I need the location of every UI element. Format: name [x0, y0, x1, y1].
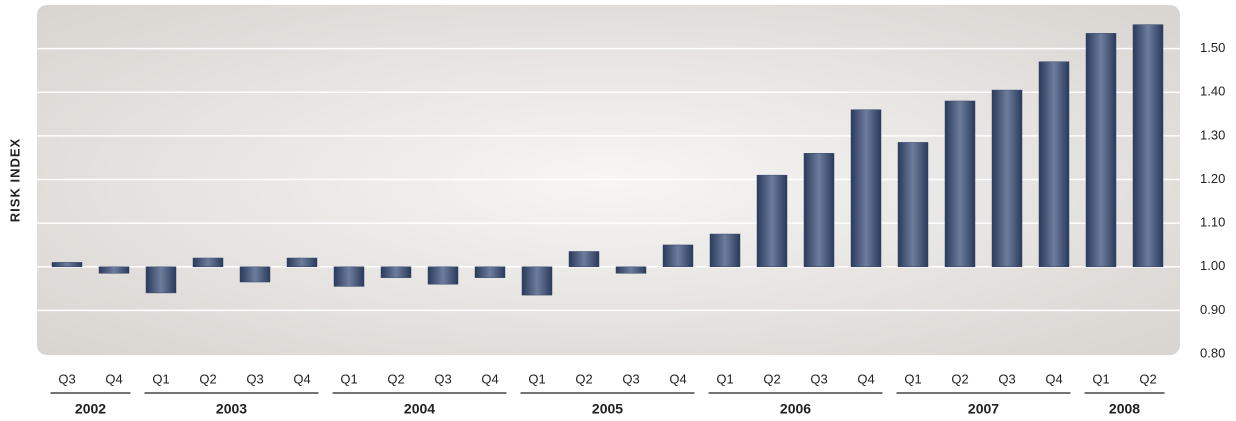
- bar: [286, 257, 318, 267]
- x-tick-label: Q1: [152, 371, 169, 386]
- bar: [98, 266, 130, 274]
- y-tick-label: 1.50: [1200, 40, 1225, 55]
- x-tick-label: Q4: [105, 371, 122, 386]
- x-tick-label: Q1: [1092, 371, 1109, 386]
- y-axis-title: RISK INDEX: [7, 138, 22, 222]
- x-tick-label: Q1: [904, 371, 921, 386]
- bar: [192, 257, 224, 267]
- bar: [51, 262, 83, 268]
- x-tick-label: Q3: [58, 371, 75, 386]
- y-tick-label: 1.00: [1200, 258, 1225, 273]
- y-tick-label: 0.80: [1200, 345, 1225, 360]
- x-tick-label: Q2: [199, 371, 216, 386]
- year-label: 2003: [216, 401, 247, 417]
- year-label: 2007: [968, 401, 999, 417]
- x-tick-label: Q4: [481, 371, 498, 386]
- x-tick-label: Q1: [340, 371, 357, 386]
- x-tick-label: Q4: [669, 371, 686, 386]
- x-tick-label: Q2: [951, 371, 968, 386]
- bar: [850, 109, 882, 267]
- year-label: 2008: [1109, 401, 1140, 417]
- bar: [239, 266, 271, 283]
- x-tick-label: Q3: [998, 371, 1015, 386]
- x-tick-label: Q3: [246, 371, 263, 386]
- bar: [803, 153, 835, 267]
- y-tick-label: 1.10: [1200, 215, 1225, 230]
- x-tick-label: Q4: [1045, 371, 1062, 386]
- x-tick-label: Q2: [387, 371, 404, 386]
- bar: [427, 266, 459, 285]
- year-label: 2005: [592, 401, 623, 417]
- year-label: 2006: [780, 401, 811, 417]
- y-tick-label: 1.20: [1200, 171, 1225, 186]
- bar: [521, 266, 553, 296]
- bar: [709, 233, 741, 267]
- x-tick-label: Q3: [810, 371, 827, 386]
- bar: [615, 266, 647, 274]
- x-tick-label: Q2: [763, 371, 780, 386]
- bar: [145, 266, 177, 294]
- x-tick-label: Q3: [622, 371, 639, 386]
- x-tick-label: Q4: [857, 371, 874, 386]
- x-tick-label: Q2: [575, 371, 592, 386]
- x-tick-label: Q2: [1139, 371, 1156, 386]
- bar: [568, 251, 600, 267]
- x-tick-label: Q4: [293, 371, 310, 386]
- bar: [944, 100, 976, 267]
- y-tick-label: 1.40: [1200, 84, 1225, 99]
- year-label: 2004: [404, 401, 435, 417]
- bar: [1038, 61, 1070, 268]
- bar: [897, 142, 929, 267]
- bar: [1085, 33, 1117, 268]
- bar: [474, 266, 506, 278]
- x-tick-label: Q1: [528, 371, 545, 386]
- bar: [662, 244, 694, 267]
- x-tick-label: Q3: [434, 371, 451, 386]
- bar: [991, 89, 1023, 267]
- y-tick-label: 1.30: [1200, 127, 1225, 142]
- year-label: 2002: [75, 401, 106, 417]
- y-tick-label: 0.90: [1200, 302, 1225, 317]
- bar: [1132, 24, 1164, 267]
- bar: [380, 266, 412, 278]
- x-tick-label: Q1: [716, 371, 733, 386]
- bar: [756, 174, 788, 267]
- bar: [333, 266, 365, 287]
